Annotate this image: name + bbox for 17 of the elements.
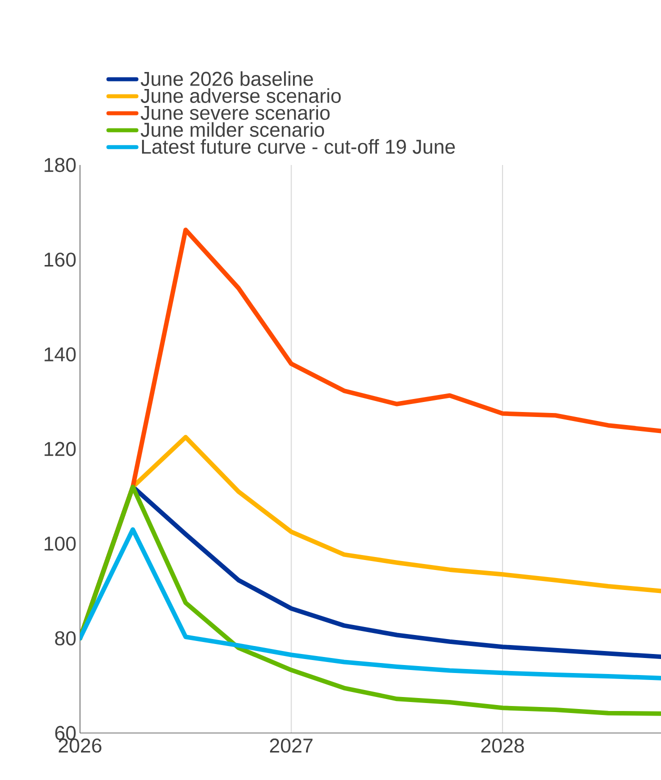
x-tick-label: 2027 [270, 738, 312, 753]
legend-label: June milder scenario [140, 122, 324, 137]
line-series [80, 527, 661, 680]
y-tick-label: 180 [44, 158, 76, 172]
y-tick-label: 140 [44, 347, 76, 362]
x-tick-label: 2026 [58, 738, 102, 753]
x-tick-label: 2028 [481, 738, 524, 753]
y-tick-label: 100 [44, 536, 76, 551]
legend-label: June severe scenario [140, 105, 330, 120]
legend-label: Latest future curve - cut-off 19 June [142, 139, 455, 154]
y-tick-label: 60 [55, 726, 76, 740]
legend-label: June adverse scenario [140, 88, 341, 103]
y-tick-label: 160 [44, 252, 76, 267]
legend-label: June 2026 baseline [140, 71, 313, 86]
line-series [80, 484, 661, 716]
y-tick-label: 80 [54, 631, 76, 646]
y-tick-label: 120 [44, 442, 76, 456]
